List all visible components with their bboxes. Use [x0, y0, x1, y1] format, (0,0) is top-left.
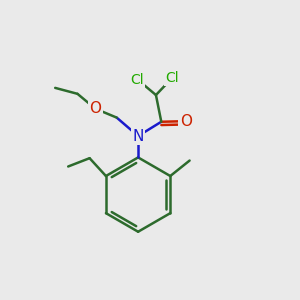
Text: N: N — [132, 128, 144, 143]
Text: O: O — [89, 101, 101, 116]
Text: Cl: Cl — [166, 71, 179, 85]
Text: Cl: Cl — [131, 73, 144, 87]
Text: O: O — [180, 114, 192, 129]
